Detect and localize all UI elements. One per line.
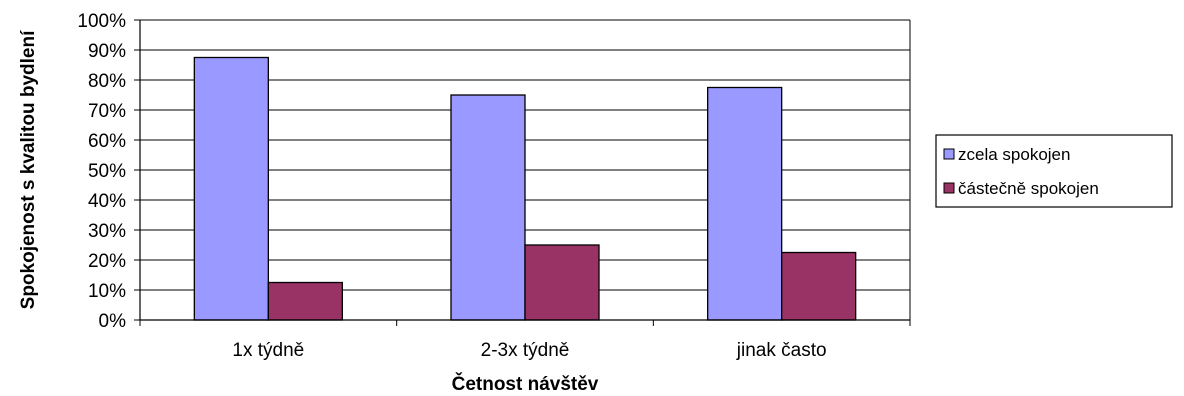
y-tick-label: 50% <box>88 161 126 182</box>
y-tick-label: 30% <box>88 221 126 242</box>
x-tick-label: 1x týdně <box>232 340 304 361</box>
y-tick-label: 70% <box>88 101 126 122</box>
y-tick-label: 10% <box>88 281 126 302</box>
y-axis-title: Spokojenost s kvalitou bydlení <box>18 30 39 309</box>
x-tick-label: jinak často <box>736 340 827 361</box>
y-tick-label: 0% <box>99 311 127 332</box>
bar-zcela-3 <box>707 86 783 321</box>
legend: zcela spokojen částečně spokojen <box>935 134 1173 208</box>
y-tick-label: 100% <box>77 11 126 32</box>
x-tick-label: 2-3x týdně <box>481 340 570 361</box>
axes <box>139 20 911 326</box>
bar-castecne-1 <box>267 281 343 321</box>
x-tick-labels: 1x týdně 2-3x týdně jinak často <box>232 340 826 361</box>
y-tick-label: 20% <box>88 251 126 272</box>
legend-swatch-castecne <box>943 182 955 194</box>
y-tick-label: 60% <box>88 131 126 152</box>
bar-zcela-1 <box>193 56 269 321</box>
bars <box>193 56 857 321</box>
legend-label: zcela spokojen <box>958 145 1070 164</box>
x-axis-title: Četnost návštěv <box>452 373 599 395</box>
bar-castecne-3 <box>781 251 857 321</box>
y-tick-labels: 0% 10% 20% 30% 40% 50% 60% 70% 80% 90% 100% <box>77 11 126 332</box>
legend-label: částečně spokojen <box>958 179 1099 198</box>
legend-swatch-zcela <box>943 148 955 160</box>
y-tick-label: 80% <box>88 71 126 92</box>
bar-zcela-2 <box>450 94 526 321</box>
legend-box <box>935 134 1173 208</box>
y-tick-label: 40% <box>88 191 126 212</box>
bar-castecne-2 <box>524 244 600 321</box>
y-tick-label: 90% <box>88 41 126 62</box>
